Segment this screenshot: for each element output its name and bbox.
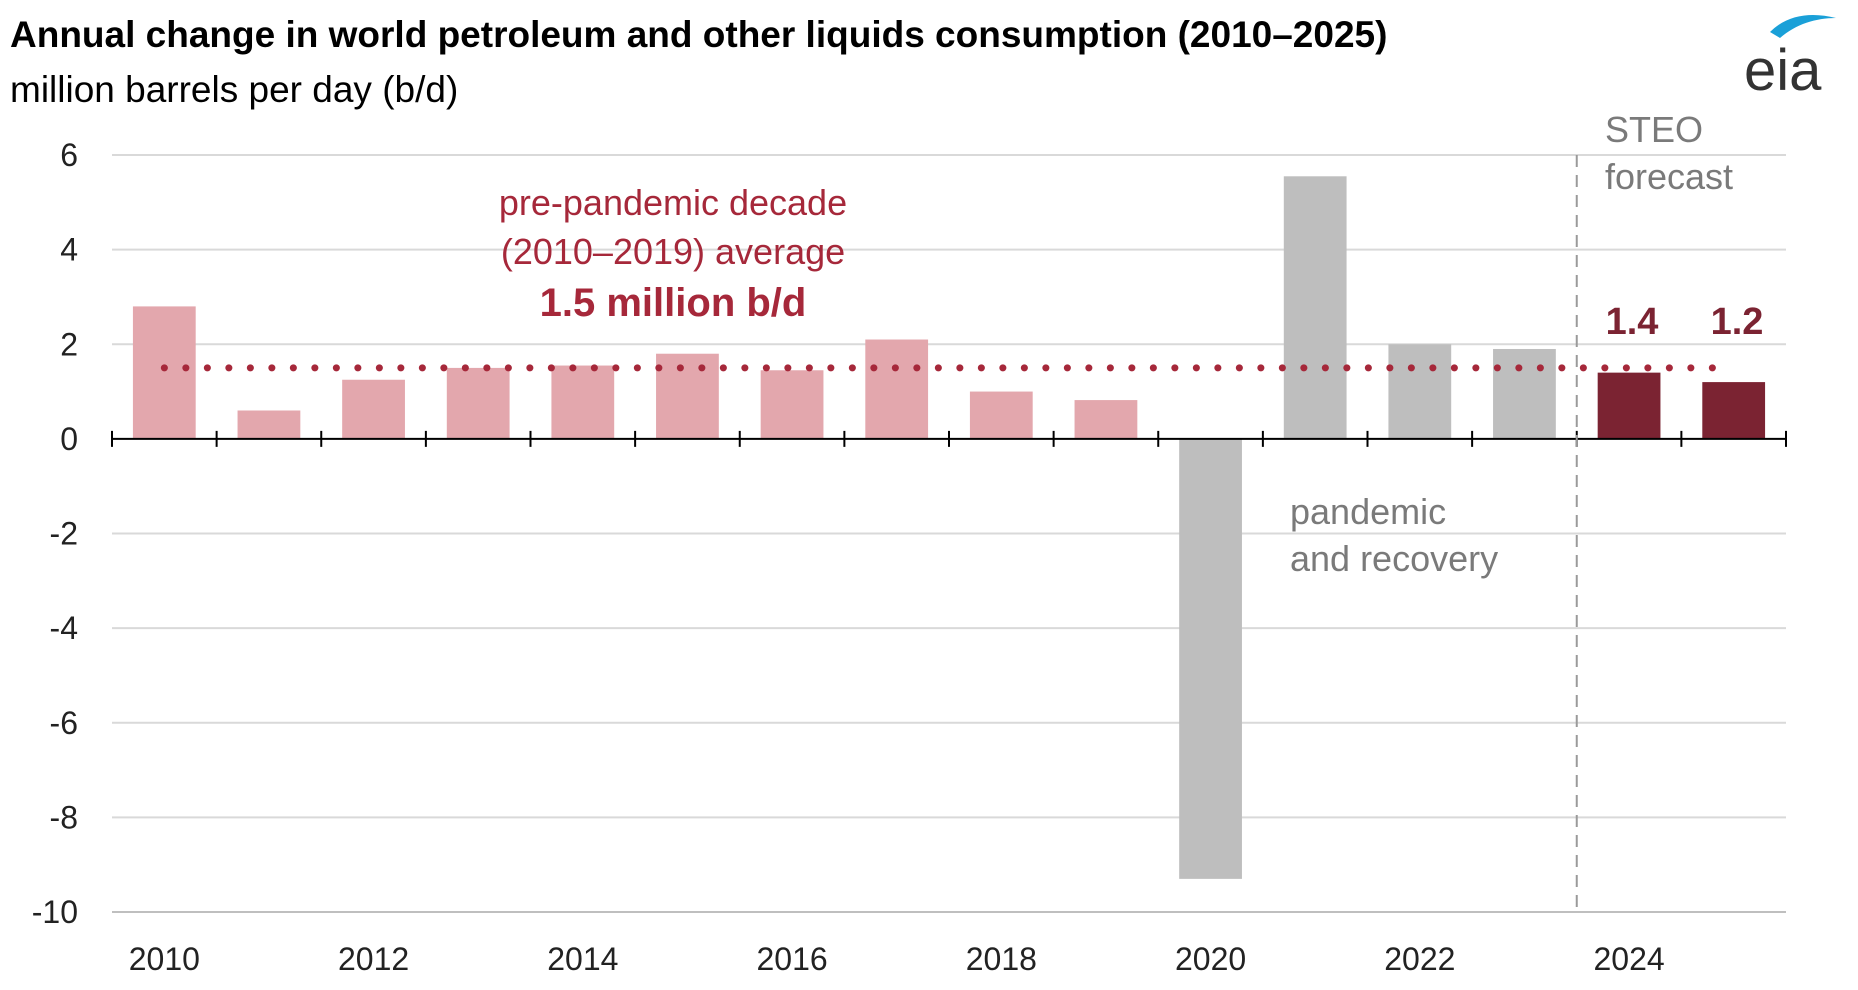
- x-tick-label: 2010: [129, 941, 200, 977]
- bar-2022: [1388, 344, 1452, 439]
- pandemic-annotation-line1: pandemic: [1290, 491, 1446, 532]
- bar-2016: [760, 370, 824, 439]
- avg-annotation-line1: pre-pandemic decade: [499, 182, 847, 223]
- bar-2011: [237, 410, 301, 439]
- chart-title: Annual change in world petroleum and oth…: [10, 14, 1388, 55]
- eia-logo: eia: [1744, 14, 1836, 100]
- y-tick-label: -10: [32, 894, 78, 930]
- eia-logo-wave-icon: [1770, 14, 1836, 38]
- x-axis: [111, 430, 1787, 913]
- chart-subtitle: million barrels per day (b/d): [10, 69, 459, 110]
- bar-2024: [1597, 372, 1661, 439]
- x-tick-label: 2012: [338, 941, 409, 977]
- x-tick-label: 2014: [547, 941, 618, 977]
- y-tick-label: 0: [60, 421, 78, 457]
- forecast-annotation-line1: STEO: [1605, 109, 1703, 150]
- bar-2025: [1702, 382, 1766, 439]
- x-tick-labels: 2010 2012 2014 2016 2018 2020 2022 2024: [129, 941, 1665, 977]
- pandemic-annotation-line2: and recovery: [1290, 538, 1498, 579]
- x-tick-label: 2020: [1175, 941, 1246, 977]
- y-tick-label: -2: [50, 516, 78, 552]
- bar-2010: [132, 306, 196, 439]
- value-label-2024: 1.4: [1606, 301, 1659, 343]
- bar-2017: [865, 339, 929, 439]
- bar-2015: [656, 353, 719, 439]
- x-tick-label: 2016: [756, 941, 827, 977]
- bar-2021: [1283, 176, 1347, 439]
- x-tick-label: 2018: [966, 941, 1037, 977]
- y-tick-label: 4: [60, 232, 78, 268]
- x-tick-label: 2024: [1593, 941, 1664, 977]
- y-tick-label: -8: [50, 799, 78, 835]
- y-tick-label: 6: [60, 137, 78, 173]
- eia-logo-text: eia: [1744, 38, 1822, 100]
- bar-2019: [1074, 400, 1138, 439]
- y-tick-labels: 6 4 2 0 -2 -4 -6 -8 -10: [32, 137, 78, 930]
- bar-2023: [1493, 348, 1556, 439]
- bar-2012: [342, 379, 405, 439]
- y-tick-label: -6: [50, 705, 78, 741]
- x-tick-label: 2022: [1384, 941, 1455, 977]
- avg-annotation-value: 1.5 million b/d: [540, 281, 807, 325]
- bar-2020: [1179, 438, 1242, 879]
- bar-2018: [969, 391, 1033, 439]
- forecast-annotation-line2: forecast: [1605, 156, 1733, 197]
- bar-2013: [446, 367, 510, 439]
- y-tick-label: -4: [50, 610, 78, 646]
- bar-2014: [551, 365, 615, 439]
- bars: [132, 176, 1766, 879]
- y-tick-label: 2: [60, 326, 78, 362]
- value-label-2025: 1.2: [1711, 301, 1764, 343]
- avg-annotation-line2: (2010–2019) average: [501, 231, 845, 272]
- grid-lines: [112, 154, 1786, 913]
